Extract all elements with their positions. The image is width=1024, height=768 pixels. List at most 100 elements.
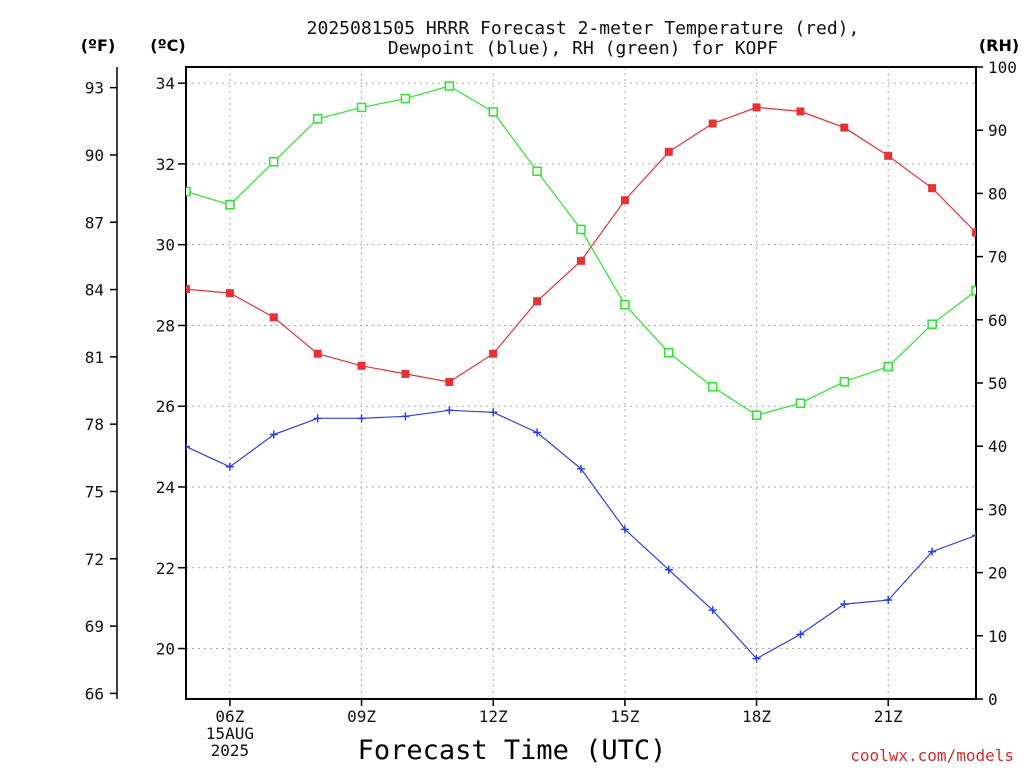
fahrenheit-tick-label: 69 bbox=[85, 617, 104, 636]
series-layer bbox=[186, 81, 976, 663]
data-point bbox=[444, 81, 455, 91]
rh-tick-label: 10 bbox=[988, 627, 1007, 646]
data-point bbox=[972, 531, 976, 540]
data-point bbox=[752, 654, 761, 663]
fahrenheit-tick-label: 72 bbox=[85, 550, 104, 569]
rh-tick-label: 30 bbox=[988, 500, 1007, 519]
x-tick-label: 12Z bbox=[479, 707, 508, 726]
data-point bbox=[796, 107, 805, 116]
series-0 bbox=[186, 103, 976, 386]
data-point bbox=[752, 103, 761, 112]
data-point bbox=[928, 547, 937, 556]
rh-tick-label: 60 bbox=[988, 311, 1007, 330]
celsius-tick-label: 20 bbox=[156, 640, 175, 659]
data-point bbox=[313, 414, 322, 423]
rh-tick-label: 80 bbox=[988, 184, 1007, 203]
rh-tick-label: 70 bbox=[988, 248, 1007, 267]
data-point bbox=[357, 361, 366, 370]
data-point bbox=[972, 228, 976, 237]
data-point bbox=[312, 114, 323, 124]
data-point bbox=[840, 600, 849, 609]
fahrenheit-tick-label: 81 bbox=[85, 348, 104, 367]
data-point bbox=[577, 464, 585, 473]
data-point bbox=[186, 285, 190, 294]
rh-tick-label: 90 bbox=[988, 121, 1007, 140]
data-point bbox=[186, 186, 191, 197]
data-point bbox=[928, 184, 937, 193]
data-point bbox=[186, 442, 190, 451]
data-point bbox=[532, 166, 542, 177]
data-point bbox=[707, 382, 718, 392]
data-point bbox=[883, 361, 893, 372]
data-point bbox=[489, 349, 498, 358]
data-point bbox=[884, 596, 893, 605]
x-tick-label: 09Z bbox=[347, 707, 376, 726]
data-point bbox=[664, 147, 673, 156]
data-point bbox=[445, 406, 454, 415]
site-credit: coolwx.com/models bbox=[850, 746, 1014, 765]
celsius-tick-label: 30 bbox=[156, 236, 175, 255]
series-line bbox=[186, 409, 976, 660]
data-point bbox=[400, 93, 411, 104]
fahrenheit-tick-label: 93 bbox=[85, 79, 104, 98]
celsius-tick-label: 28 bbox=[156, 316, 175, 335]
chart-title-line-2: Dewpoint (blue), RH (green) for KOPF bbox=[388, 38, 778, 59]
series-2 bbox=[186, 81, 976, 420]
data-point bbox=[356, 102, 367, 113]
x-tick-label: 15Z bbox=[610, 707, 639, 726]
rh-tick-label: 0 bbox=[988, 690, 998, 709]
rh-tick-label: 100 bbox=[988, 58, 1017, 77]
x-tick-label: 18Z bbox=[742, 707, 771, 726]
data-point bbox=[576, 224, 586, 235]
data-point bbox=[796, 630, 805, 639]
data-point bbox=[269, 157, 279, 167]
data-point bbox=[884, 151, 893, 160]
data-point bbox=[401, 412, 410, 421]
data-point bbox=[577, 256, 585, 265]
data-point bbox=[488, 107, 498, 117]
data-point bbox=[620, 299, 630, 310]
rh-axis-unit: (RH) bbox=[979, 36, 1019, 55]
celsius-tick-label: 32 bbox=[156, 155, 175, 174]
celsius-axis-unit: (ºC) bbox=[150, 36, 185, 55]
plot-frame bbox=[185, 66, 977, 700]
data-point bbox=[313, 349, 322, 358]
x-tick-label: 15AUG bbox=[206, 724, 254, 743]
data-point bbox=[664, 565, 673, 574]
data-point bbox=[839, 376, 850, 387]
fahrenheit-tick-label: 84 bbox=[85, 281, 104, 300]
data-point bbox=[357, 414, 366, 423]
data-point bbox=[269, 430, 278, 439]
x-axis-label: Forecast Time (UTC) bbox=[358, 735, 667, 766]
chart-title-line-1: 2025081505 HRRR Forecast 2-meter Tempera… bbox=[307, 18, 860, 39]
fahrenheit-tick-label: 90 bbox=[85, 146, 104, 165]
data-point bbox=[225, 462, 234, 471]
data-point bbox=[840, 123, 849, 132]
data-point bbox=[971, 285, 976, 296]
data-point bbox=[708, 119, 717, 128]
celsius-tick-label: 24 bbox=[156, 478, 175, 497]
celsius-tick-label: 26 bbox=[156, 397, 175, 416]
celsius-tick-label: 34 bbox=[156, 74, 175, 93]
fahrenheit-tick-label: 66 bbox=[85, 684, 104, 703]
rh-tick-label: 40 bbox=[988, 437, 1007, 456]
data-point bbox=[269, 313, 278, 322]
data-point bbox=[795, 398, 806, 408]
rh-tick-label: 20 bbox=[988, 564, 1007, 583]
series-1 bbox=[186, 406, 976, 663]
data-point bbox=[225, 289, 234, 298]
fahrenheit-tick-label: 78 bbox=[85, 415, 104, 434]
data-point bbox=[533, 428, 542, 437]
x-tick-label: 21Z bbox=[874, 707, 903, 726]
x-tick-label: 2025 bbox=[211, 741, 250, 760]
gridlines bbox=[186, 67, 976, 699]
data-point bbox=[620, 196, 629, 205]
data-point bbox=[533, 297, 542, 306]
data-point bbox=[751, 410, 762, 420]
data-point bbox=[620, 525, 629, 534]
data-point bbox=[708, 606, 717, 615]
data-point bbox=[489, 408, 498, 417]
data-point bbox=[927, 319, 937, 329]
data-point bbox=[445, 377, 454, 386]
